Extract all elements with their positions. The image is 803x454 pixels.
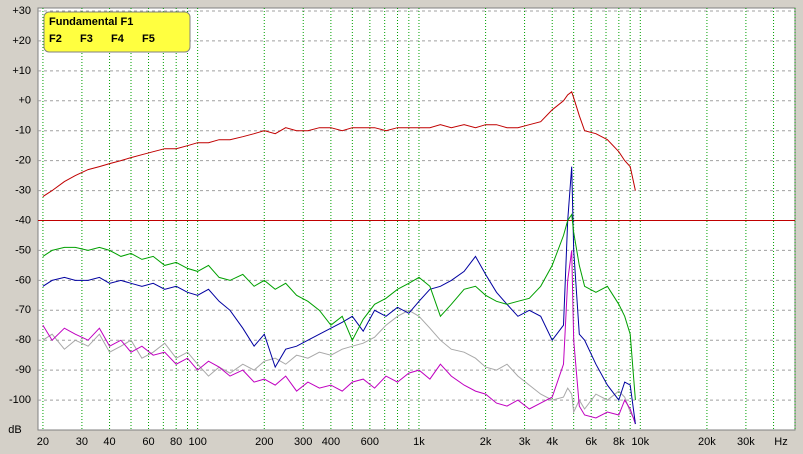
x-tick-label: 400 (322, 436, 340, 448)
series-line (42, 90, 636, 198)
x-tick-label: 20 (37, 436, 49, 448)
x-tick-label: 40 (103, 436, 115, 448)
legend-label: F2 (49, 33, 62, 45)
y-tick-label: +30 (12, 5, 31, 17)
series-line (42, 250, 636, 425)
series-line (42, 309, 636, 422)
x-tick-label: 2k (480, 436, 492, 448)
x-tick-label: 30k (737, 436, 755, 448)
x-tick-label: 20k (698, 436, 716, 448)
x-tick-label: 4k (546, 436, 558, 448)
y-tick-label: -100 (9, 394, 31, 406)
legend-label: F5 (142, 33, 155, 45)
x-tick-label: 100 (188, 436, 206, 448)
x-tick-label: 60 (142, 436, 154, 448)
x-tick-label: 300 (294, 436, 312, 448)
x-axis-unit: Hz (774, 436, 787, 448)
x-tick-label: 600 (361, 436, 379, 448)
x-tick-label: 6k (585, 436, 597, 448)
y-tick-label: -20 (15, 155, 31, 167)
x-tick-label: 80 (170, 436, 182, 448)
y-tick-label: -90 (15, 364, 31, 376)
x-tick-label: 30 (76, 436, 88, 448)
x-tick-label: 200 (255, 436, 273, 448)
y-tick-label: +10 (12, 65, 31, 77)
legend-label: F4 (111, 33, 125, 45)
y-tick-label: -40 (15, 214, 31, 226)
series-line (42, 213, 636, 401)
y-tick-label: -80 (15, 334, 31, 346)
series-line (42, 166, 636, 425)
y-tick-label: +20 (12, 35, 31, 47)
x-tick-label: 10k (631, 436, 649, 448)
x-tick-label: 8k (613, 436, 625, 448)
y-tick-label: -70 (15, 304, 31, 316)
y-tick-label: -60 (15, 274, 31, 286)
y-tick-label: +0 (18, 95, 31, 107)
legend-box (43, 11, 191, 53)
y-tick-label: -30 (15, 184, 31, 196)
legend-label: F3 (80, 33, 93, 45)
y-tick-label: -50 (15, 244, 31, 256)
x-tick-label: 3k (519, 436, 531, 448)
y-tick-label: -10 (15, 125, 31, 137)
y-axis-label: dB (8, 424, 21, 436)
x-tick-label: 1k (413, 436, 425, 448)
plot-area (37, 7, 796, 431)
legend-label: Fundamental F1 (49, 16, 133, 28)
